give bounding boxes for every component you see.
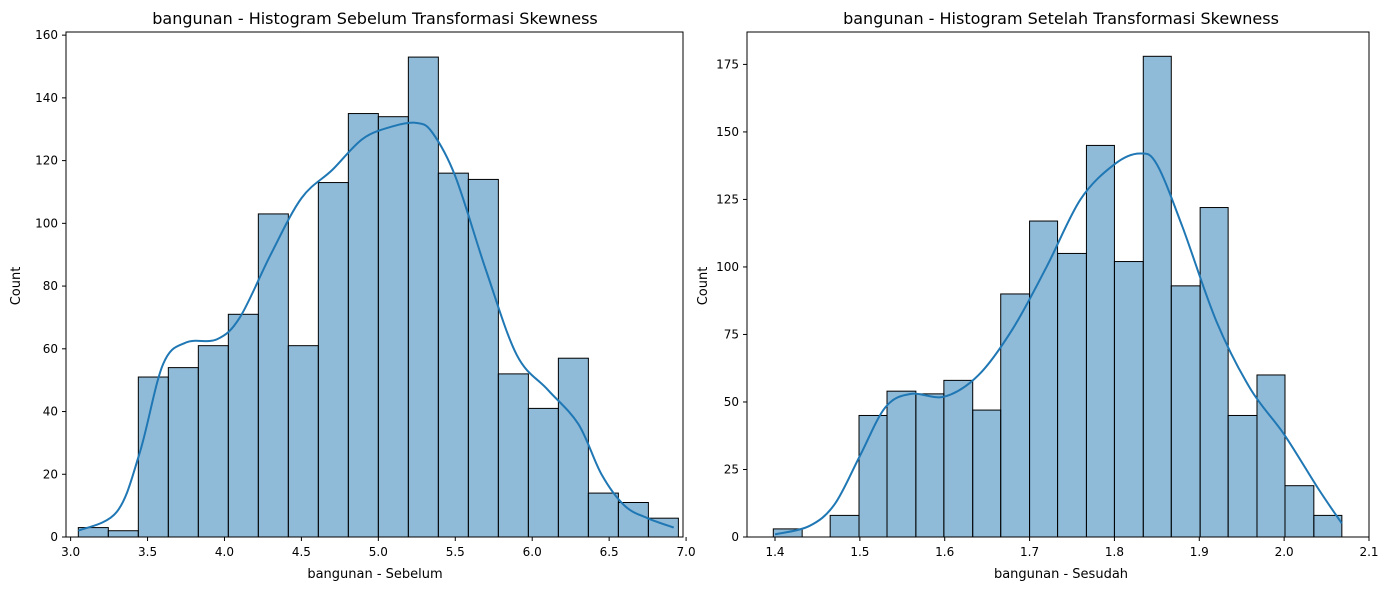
- y-tick-label: 0: [731, 530, 739, 544]
- y-tick-label: 0: [50, 530, 58, 544]
- x-tick-label: 2.0: [1275, 545, 1294, 559]
- histogram-after-plot: bangunan - Histogram Setelah Transformas…: [696, 9, 1379, 582]
- histogram-bar-after: [1085, 144, 1115, 538]
- kde-line-before: [77, 121, 675, 532]
- y-tick-label: 75: [724, 327, 739, 341]
- histogram-bar-before: [617, 501, 649, 538]
- y-tick-label: 175: [716, 57, 739, 71]
- y-tick-label: 50: [724, 395, 739, 409]
- histogram-bar-after: [972, 409, 1002, 538]
- x-tick-label: 3.0: [61, 545, 80, 559]
- histogram-bar-after: [1199, 207, 1229, 538]
- histogram-bar-before: [347, 113, 379, 538]
- histogram-bar-after: [943, 379, 974, 538]
- histogram-bar-after: [1000, 293, 1031, 538]
- x-tick-label: 4.0: [215, 545, 234, 559]
- x-tick-label: 6.5: [600, 545, 619, 559]
- histogram-bar-before: [317, 182, 349, 538]
- histogram-bar-before: [287, 345, 319, 538]
- histogram-bar-after: [858, 414, 888, 538]
- x-axis-label-after: bangunan - Sesudah: [994, 567, 1128, 582]
- x-tick-label: 4.5: [292, 545, 311, 559]
- y-tick-label: 80: [43, 279, 58, 293]
- histogram-bar-before: [437, 172, 469, 538]
- histogram-bar-after: [1256, 374, 1286, 538]
- histogram-bar-before: [107, 530, 139, 538]
- histogram-bar-before: [257, 213, 289, 538]
- y-tick-label: 100: [35, 216, 58, 230]
- histogram-bar-after: [915, 393, 945, 538]
- y-tick-label: 25: [724, 462, 739, 476]
- x-tick-label: 1.8: [1105, 545, 1124, 559]
- x-tick-label: 6.0: [523, 545, 542, 559]
- y-tick-label: 125: [716, 192, 739, 206]
- x-axis-ticks-after: 1.4 1.5 1.6 1.7 1.8 1.9 2.0 2.1: [765, 537, 1379, 559]
- histogram-bar-before: [497, 373, 529, 538]
- histogram-bar-after: [1227, 414, 1258, 538]
- x-tick-label: 3.5: [138, 545, 157, 559]
- y-tick-label: 160: [35, 28, 58, 42]
- histogram-bar-before: [227, 313, 259, 538]
- chart-title-before: bangunan - Histogram Sebelum Transformas…: [152, 9, 597, 28]
- y-tick-label: 140: [35, 91, 58, 105]
- x-tick-label: 7.0: [677, 545, 696, 559]
- x-tick-label: 1.6: [935, 545, 954, 559]
- histogram-bar-after: [1284, 485, 1315, 538]
- x-axis-label-before: bangunan - Sebelum: [307, 567, 442, 582]
- histogram-bar-after: [829, 514, 860, 538]
- histogram-bar-before: [527, 407, 559, 538]
- histogram-bar-before: [377, 116, 409, 538]
- x-tick-label: 1.4: [765, 545, 784, 559]
- x-tick-label: 5.5: [446, 545, 465, 559]
- y-tick-label: 40: [43, 405, 58, 419]
- x-tick-label: 1.9: [1190, 545, 1209, 559]
- histogram-bar-before: [587, 492, 619, 538]
- x-tick-label: 1.7: [1020, 545, 1039, 559]
- histogram-bar-after: [1113, 261, 1144, 538]
- y-tick-label: 100: [716, 260, 739, 274]
- histogram-bar-before: [407, 56, 439, 538]
- kde-before: [77, 121, 675, 532]
- y-tick-label: 120: [35, 154, 58, 168]
- kde-line-after: [774, 152, 1343, 536]
- bars-before: [77, 56, 679, 538]
- histogram-bar-after: [1142, 55, 1172, 538]
- histogram-before-plot: bangunan - Histogram Sebelum Transformas…: [9, 9, 696, 582]
- axes-frame-after: [746, 31, 1370, 538]
- histogram-bar-before: [557, 357, 589, 538]
- histogram-bar-after: [1057, 252, 1087, 538]
- x-tick-label: 2.1: [1359, 545, 1378, 559]
- x-axis-ticks-before: 3.0 3.5 4.0 4.5 5.0 5.5 6.0 6.5 7.0: [61, 537, 696, 559]
- histogram-bar-after: [886, 390, 917, 538]
- x-tick-label: 5.0: [369, 545, 388, 559]
- y-axis-ticks-before: 0 20 40 60 80 100 120 140 160: [35, 28, 66, 544]
- y-tick-label: 20: [43, 467, 58, 481]
- histogram-bar-before: [467, 178, 499, 538]
- kde-after: [774, 152, 1343, 536]
- axes-frame-before: [65, 31, 684, 538]
- histogram-bar-after: [1170, 285, 1201, 538]
- bars-after: [772, 55, 1343, 538]
- histogram-bar-before: [197, 345, 229, 538]
- y-axis-ticks-after: 0 25 50 75 100 125 150 175: [716, 57, 747, 544]
- y-axis-label-after: Count: [696, 267, 711, 306]
- y-tick-label: 60: [43, 342, 58, 356]
- chart-title-after: bangunan - Histogram Setelah Transformas…: [843, 9, 1279, 28]
- histogram-bar-before: [167, 367, 199, 538]
- y-tick-label: 150: [716, 125, 739, 139]
- y-axis-label-before: Count: [9, 267, 24, 306]
- histogram-bar-after: [1029, 220, 1059, 538]
- x-tick-label: 1.5: [850, 545, 869, 559]
